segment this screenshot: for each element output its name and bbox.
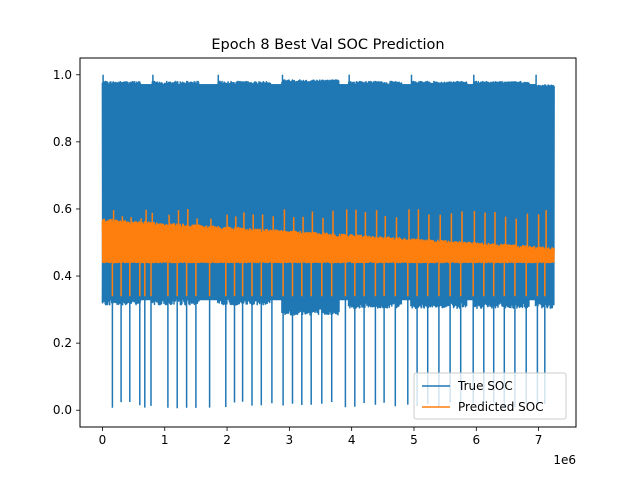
x-tick-label: 3 bbox=[286, 433, 294, 447]
x-tick-label: 5 bbox=[410, 433, 418, 447]
series-true-soc-line bbox=[101, 74, 555, 409]
chart-title: Epoch 8 Best Val SOC Prediction bbox=[211, 37, 444, 53]
legend-label-predicted-soc: Predicted SOC bbox=[458, 400, 544, 414]
legend: True SOC Predicted SOC bbox=[413, 372, 567, 420]
y-tick-label: 0.6 bbox=[53, 202, 72, 216]
x-tick-label: 6 bbox=[472, 433, 480, 447]
x-tick-label: 0 bbox=[99, 433, 107, 447]
x-axis-offset-label: 1e6 bbox=[553, 453, 576, 467]
y-tick-label: 0.8 bbox=[53, 135, 72, 149]
y-tick-label: 0.4 bbox=[53, 269, 72, 283]
y-axis: 0.0 0.2 0.4 0.6 0.8 1.0 bbox=[53, 68, 80, 417]
x-tick-label: 1 bbox=[161, 433, 169, 447]
series-predicted-soc-line bbox=[101, 209, 555, 297]
x-tick-label: 7 bbox=[535, 433, 543, 447]
plot-area bbox=[101, 74, 555, 409]
axes-frame bbox=[79, 57, 577, 428]
x-tick-label: 4 bbox=[348, 433, 356, 447]
legend-label-true-soc: True SOC bbox=[457, 379, 513, 393]
y-tick-label: 0.2 bbox=[53, 336, 72, 350]
y-tick-label: 1.0 bbox=[53, 68, 72, 82]
legend-box bbox=[413, 372, 567, 420]
y-tick-label: 0.0 bbox=[53, 403, 72, 417]
x-tick-label: 2 bbox=[223, 433, 231, 447]
x-axis: 0 1 2 3 4 5 6 7 bbox=[99, 427, 543, 447]
